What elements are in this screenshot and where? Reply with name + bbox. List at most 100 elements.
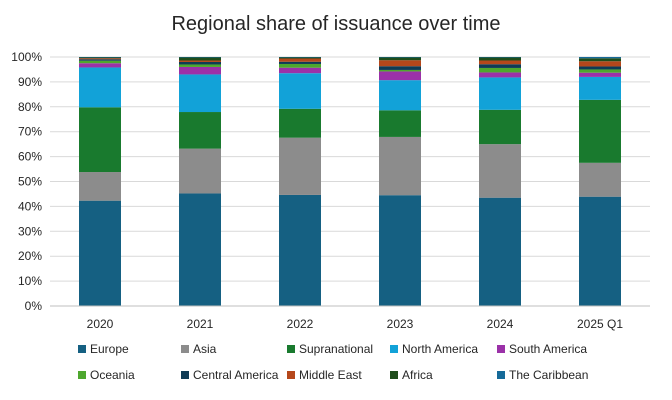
bar-segment	[179, 193, 221, 306]
bar-segment	[79, 67, 121, 108]
legend-item: Asia	[181, 342, 217, 356]
bar-segment	[279, 108, 321, 138]
bar-segment	[179, 61, 221, 65]
bar-segment	[279, 63, 321, 68]
legend-item: Europe	[78, 342, 129, 356]
bar-segment	[479, 67, 521, 73]
bar-segment	[479, 144, 521, 198]
bar-segment	[279, 57, 321, 59]
bar-segment	[579, 57, 621, 59]
legend-item: Oceania	[78, 368, 135, 382]
legend-item: North America	[390, 342, 478, 356]
bar-segment	[179, 74, 221, 113]
bars	[79, 57, 621, 306]
bar-segment	[579, 196, 621, 306]
bar-segment	[379, 80, 421, 111]
x-tick-label: 2025 Q1	[577, 317, 623, 331]
bar-segment	[179, 60, 221, 62]
y-tick-label: 60%	[18, 150, 42, 164]
legend-item: Supranational	[287, 342, 373, 356]
bar-segment	[379, 136, 421, 196]
bar-segment	[279, 67, 321, 74]
y-tick-label: 50%	[18, 175, 42, 189]
legend-label: Central America	[193, 368, 279, 382]
legend: Europe Asia Supranational North America Sout…	[78, 342, 588, 382]
legend-label: Middle East	[299, 368, 362, 382]
chart-title: Regional share of issuance over time	[171, 13, 500, 35]
bar-segment	[479, 197, 521, 306]
y-tick-label: 70%	[18, 125, 42, 139]
legend-swatch	[287, 345, 295, 353]
bar-segment	[79, 107, 121, 173]
legend-label: The Caribbean	[509, 368, 588, 382]
bar-segment	[279, 58, 321, 62]
bar-segment	[279, 194, 321, 306]
legend-item: Africa	[390, 368, 433, 382]
x-tick-label: 2021	[187, 317, 214, 331]
x-tick-label: 2022	[287, 317, 314, 331]
bar-segment	[579, 72, 621, 77]
bar-segment	[79, 57, 121, 59]
bar-segment	[479, 72, 521, 78]
legend-item: South America	[497, 342, 587, 356]
legend-label: North America	[402, 342, 478, 356]
bar-segment	[179, 64, 221, 67]
y-tick-label: 40%	[18, 199, 42, 213]
y-tick-label: 30%	[18, 224, 42, 238]
bar-segment	[379, 66, 421, 70]
bar-segment	[179, 57, 221, 61]
legend-item: The Caribbean	[497, 368, 588, 382]
legend-swatch	[78, 345, 86, 353]
bar-segment	[179, 112, 221, 149]
bar-segment	[179, 66, 221, 75]
bar-segment	[579, 58, 621, 62]
legend-swatch	[181, 345, 189, 353]
bar-segment	[579, 69, 621, 73]
bar-segment	[579, 66, 621, 70]
legend-swatch	[181, 371, 189, 379]
legend-label: Asia	[193, 342, 217, 356]
x-axis: 2020 2021 2022 2023 2024 2025 Q1	[50, 305, 650, 331]
bar-segment	[279, 61, 321, 64]
bar-segment	[79, 172, 121, 201]
bar-segment	[579, 76, 621, 100]
bar-segment	[479, 77, 521, 110]
bar-segment	[79, 63, 121, 68]
y-tick-label: 100%	[11, 50, 42, 64]
bar-segment	[479, 57, 521, 61]
bar-segment	[579, 61, 621, 67]
bar-segment	[79, 200, 121, 306]
x-tick-label: 2023	[387, 317, 414, 331]
bar-segment	[379, 69, 421, 72]
x-tick-label: 2024	[487, 317, 514, 331]
gridlines	[50, 56, 650, 307]
legend-swatch	[497, 371, 505, 379]
y-axis: 0% 10% 20% 30% 40% 50% 60% 70% 80% 90% 100%	[11, 50, 42, 313]
legend-label: Supranational	[299, 342, 373, 356]
bar-segment	[579, 99, 621, 163]
bar-segment	[79, 59, 121, 61]
bar-segment	[479, 64, 521, 68]
x-tick-label: 2020	[87, 317, 114, 331]
legend-swatch	[497, 345, 505, 353]
bar-segment	[479, 60, 521, 65]
legend-swatch	[287, 371, 295, 379]
y-tick-label: 20%	[18, 249, 42, 263]
legend-label: Europe	[90, 342, 129, 356]
bar-segment	[79, 58, 121, 60]
y-tick-label: 80%	[18, 100, 42, 114]
bar-segment	[579, 162, 621, 197]
bar-segment	[79, 60, 121, 64]
bar-segment	[379, 71, 421, 81]
legend-swatch	[390, 371, 398, 379]
legend-label: Oceania	[90, 368, 135, 382]
legend-swatch	[390, 345, 398, 353]
legend-label: South America	[509, 342, 587, 356]
y-tick-label: 90%	[18, 75, 42, 89]
legend-swatch	[78, 371, 86, 379]
y-tick-label: 10%	[18, 274, 42, 288]
legend-label: Africa	[402, 368, 433, 382]
bar-segment	[379, 195, 421, 306]
bar-segment	[279, 137, 321, 195]
